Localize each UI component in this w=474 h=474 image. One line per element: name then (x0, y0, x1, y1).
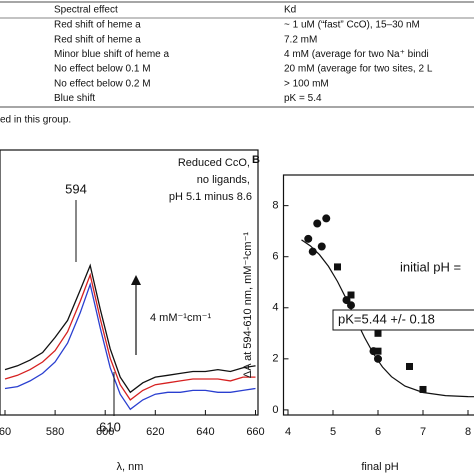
annotation-box (332, 309, 474, 331)
point (347, 291, 355, 299)
x-axis-label: λ, nm (117, 461, 144, 473)
y-tick-label: 4 (272, 302, 278, 314)
panel-label: B (252, 154, 260, 166)
table-footnote: ed in this group. (0, 115, 71, 126)
point (313, 219, 322, 228)
x-tick-label: 620 (146, 426, 164, 438)
annotation: pH 5.1 minus 8.6 (169, 191, 252, 203)
annotation: initial pH = (400, 259, 461, 274)
x-tick-label: 6 (375, 426, 381, 438)
table-cell: No effect below 0.2 M (54, 78, 151, 89)
y-tick-label: 2 (272, 353, 278, 365)
table-cell: Red shift of heme a (54, 34, 141, 45)
table-cell: 7.2 mM (284, 34, 317, 45)
table-cell: No effect below 0.1 M (54, 64, 151, 75)
point (374, 347, 382, 355)
annotation: 594 (65, 181, 87, 196)
x-tick-label: 640 (196, 426, 214, 438)
arrow-head (131, 275, 141, 285)
data-line (4, 272, 256, 401)
y-tick-label: 8 (272, 200, 278, 212)
table-cell: ~ 1 uM (“fast” CcO), 15–30 nM (284, 20, 420, 31)
table-header: Kd (284, 5, 296, 16)
x-tick-label: 4 (285, 426, 291, 438)
data-line (301, 239, 474, 398)
y-tick-label: 6 (272, 251, 278, 263)
table-cell: Minor blue shift of heme a (54, 49, 169, 60)
point (322, 214, 331, 223)
x-tick-label: 5 (330, 426, 336, 438)
table-cell: Blue shift (54, 93, 95, 104)
point (406, 362, 413, 370)
table-cell: > 100 mM (284, 78, 329, 89)
table-cell: 20 mM (average for two sites, 2 L (284, 64, 433, 75)
x-tick-label: 8 (465, 426, 471, 438)
table-cell: Red shift of heme a (54, 20, 141, 31)
annotation: pK=5.44 +/- 0.18 (338, 311, 435, 326)
point (304, 234, 313, 243)
y-tick-label: 0 (272, 404, 278, 416)
x-tick-label: 7 (420, 426, 426, 438)
point (419, 385, 427, 393)
y-axis-label: ΔA at 594-610 nm, mM⁻¹cm⁻¹ (242, 232, 254, 378)
x-tick-label: 660 (246, 426, 264, 438)
point (317, 242, 326, 251)
x-tick-label: 580 (46, 426, 64, 438)
table-header: Spectral effect (54, 5, 118, 16)
annotation: 610 (99, 419, 121, 434)
annotation: no ligands, (197, 174, 250, 186)
x-axis-label: final pH (361, 461, 398, 473)
table-cell: pK = 5.4 (284, 93, 322, 104)
plot-frame (0, 149, 259, 416)
annotation: Reduced CcO, (178, 157, 250, 169)
x-tick-label: 600 (96, 426, 114, 438)
annotation: 4 mM⁻¹cm⁻¹ (150, 312, 211, 324)
plot-frame (282, 174, 474, 416)
table-cell: 4 mM (average for two Na⁺ bindi (284, 49, 429, 60)
data-line (4, 263, 256, 394)
point (334, 263, 341, 271)
data-line (4, 282, 256, 411)
point (347, 301, 355, 310)
x-tick-label: 60 (0, 426, 11, 438)
point (374, 329, 382, 337)
